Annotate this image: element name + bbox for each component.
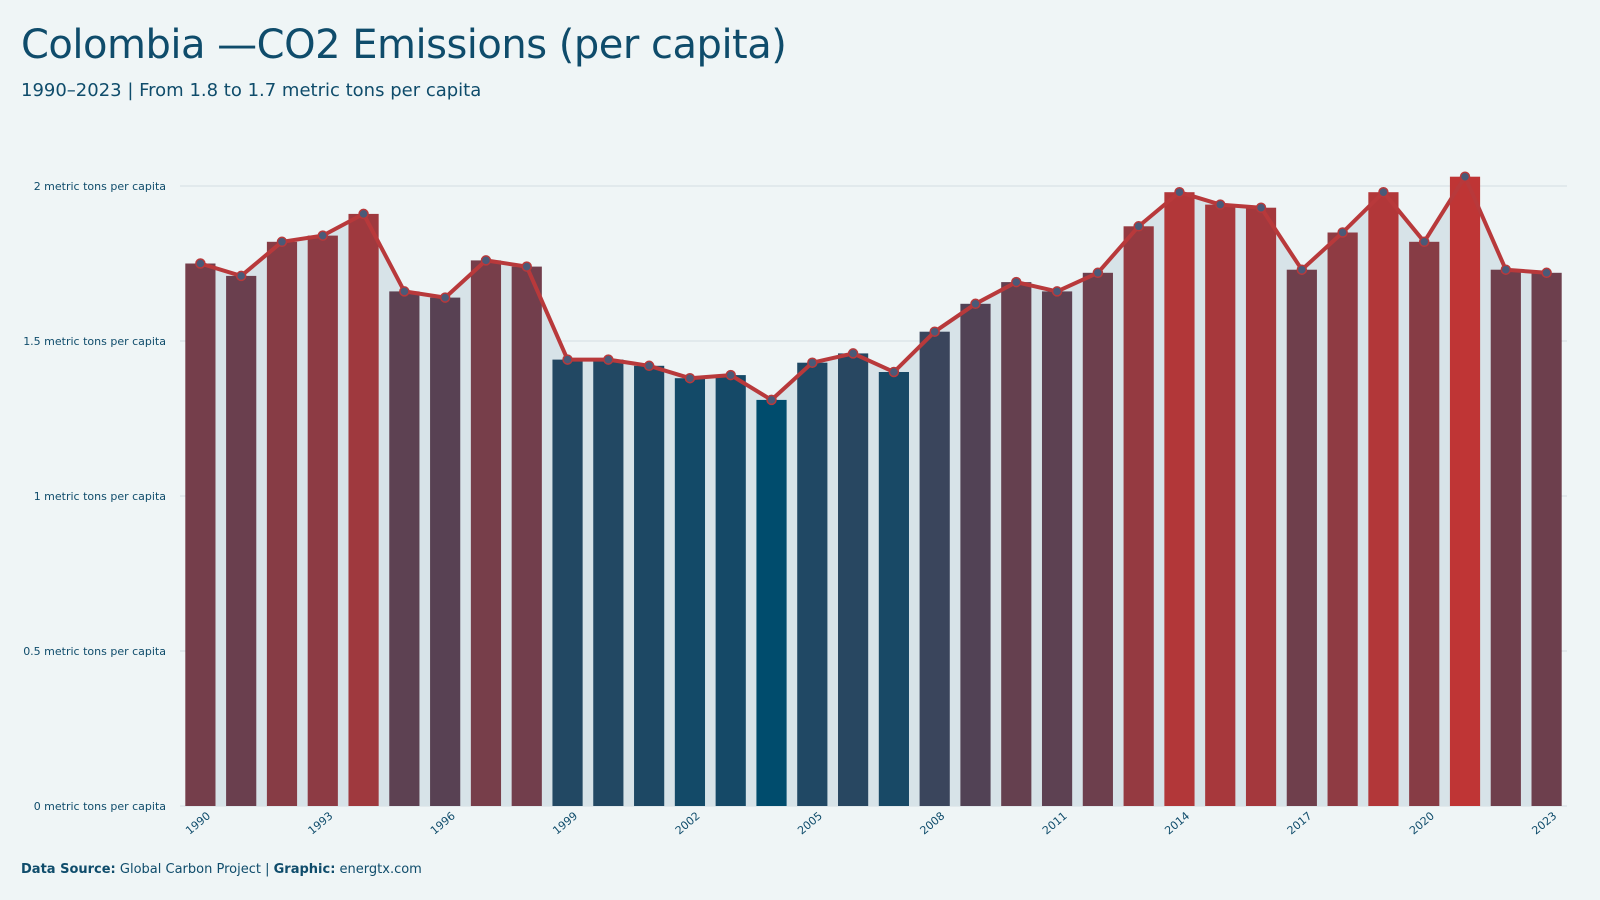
marker-2015 xyxy=(1215,199,1226,210)
marker-2017 xyxy=(1296,264,1308,275)
marker-2016 xyxy=(1255,202,1267,213)
bar-2003 xyxy=(715,375,746,806)
x-tick-label: 1990 xyxy=(183,809,213,837)
bars xyxy=(185,176,1562,807)
x-tick-label: 2008 xyxy=(918,809,948,837)
source-value: Global Carbon Project xyxy=(119,862,261,877)
bar-2001 xyxy=(634,365,665,806)
marker-1997 xyxy=(480,255,492,266)
graphic-value: energtx.com xyxy=(339,862,422,877)
x-tick-label: 2014 xyxy=(1162,809,1192,837)
marker-1993 xyxy=(317,230,329,241)
bar-2002 xyxy=(674,378,706,806)
marker-2019 xyxy=(1378,186,1389,198)
x-tick-label: 2005 xyxy=(795,809,825,837)
marker-2012 xyxy=(1092,267,1104,279)
bar-2013 xyxy=(1123,226,1154,807)
y-axis-labels: 0 metric tons per capita 0.5 metric tons … xyxy=(23,180,166,813)
x-tick-label: 2020 xyxy=(1407,809,1437,837)
bar-1995 xyxy=(389,291,420,806)
marker-2008 xyxy=(929,326,940,337)
bar-2014 xyxy=(1164,192,1195,806)
bar-2010 xyxy=(1001,282,1032,807)
marker-1995 xyxy=(399,286,410,297)
x-tick-label: 2017 xyxy=(1285,809,1315,837)
bar-2004 xyxy=(756,399,787,806)
marker-2014 xyxy=(1174,186,1185,198)
y-tick-label: 1 metric tons per capita xyxy=(34,490,166,503)
bar-2020 xyxy=(1409,241,1440,807)
marker-2010 xyxy=(1011,276,1022,288)
source-label: Data Source: xyxy=(21,862,116,877)
marker-1991 xyxy=(235,270,247,282)
marker-1998 xyxy=(521,261,532,272)
graphic-label: Graphic: xyxy=(273,862,336,877)
footer: Data Source: Global Carbon Project | Gra… xyxy=(21,862,422,877)
x-tick-label: 2023 xyxy=(1529,809,1559,837)
footer-separator: | xyxy=(265,862,270,877)
bar-2006 xyxy=(838,353,869,806)
marker-2004 xyxy=(766,394,777,406)
marker-2001 xyxy=(643,360,655,372)
bar-1990 xyxy=(185,263,216,806)
marker-2013 xyxy=(1133,221,1144,232)
x-tick-label: 1993 xyxy=(306,809,336,837)
bar-2015 xyxy=(1205,204,1236,807)
bar-2012 xyxy=(1082,272,1113,806)
bar-2019 xyxy=(1368,192,1399,806)
y-tick-label: 1.5 metric tons per capita xyxy=(23,335,166,348)
bar-2022 xyxy=(1490,269,1521,806)
x-axis-labels: 1990 1993 1996 1999 2002 2005 2008 2011 2014 2017… xyxy=(183,809,1559,837)
series-line xyxy=(199,174,1547,402)
markers xyxy=(195,171,1552,406)
bar-2000 xyxy=(593,359,624,806)
chart-subtitle: 1990–2023 | From 1.8 to 1.7 metric tons … xyxy=(21,80,482,101)
marker-1992 xyxy=(276,236,288,248)
bar-2017 xyxy=(1286,269,1317,806)
bar-2021 xyxy=(1449,176,1481,806)
x-tick-label: 1996 xyxy=(428,809,458,837)
bar-1992 xyxy=(266,241,298,807)
bar-1998 xyxy=(511,266,542,807)
chart-title: Colombia —CO2 Emissions (per capita) xyxy=(21,22,787,68)
marker-2009 xyxy=(970,298,981,310)
y-tick-label: 2 metric tons per capita xyxy=(34,180,166,193)
y-tick-label: 0.5 metric tons per capita xyxy=(23,645,166,658)
bar-2009 xyxy=(960,303,991,806)
bar-1996 xyxy=(430,297,461,806)
x-tick-label: 1999 xyxy=(550,809,580,837)
marker-1999 xyxy=(562,354,573,365)
y-tick-label: 0 metric tons per capita xyxy=(34,800,166,813)
bar-1999 xyxy=(552,359,583,806)
bar-1994 xyxy=(348,213,379,806)
marker-1994 xyxy=(358,208,369,220)
marker-2020 xyxy=(1418,236,1430,248)
marker-2022 xyxy=(1500,264,1512,275)
bar-2011 xyxy=(1041,291,1073,806)
bar-2018 xyxy=(1327,232,1358,806)
x-tick-label: 2011 xyxy=(1040,809,1070,837)
bar-2008 xyxy=(919,331,950,806)
bar-2005 xyxy=(797,362,828,806)
bar-2016 xyxy=(1245,207,1277,806)
bar-1991 xyxy=(226,275,257,806)
marker-2002 xyxy=(684,372,696,384)
bar-2023 xyxy=(1531,272,1562,806)
x-tick-label: 2002 xyxy=(673,809,703,837)
bar-1997 xyxy=(470,260,502,806)
marker-1996 xyxy=(439,292,451,303)
marker-1990 xyxy=(195,258,206,269)
marker-2018 xyxy=(1337,227,1348,238)
marker-2003 xyxy=(725,369,736,381)
marker-2000 xyxy=(603,354,614,365)
marker-2011 xyxy=(1051,286,1063,297)
marker-2006 xyxy=(847,348,859,359)
marker-2023 xyxy=(1541,267,1552,279)
marker-2007 xyxy=(888,366,900,378)
marker-2021 xyxy=(1459,171,1471,182)
bar-1993 xyxy=(307,235,338,807)
marker-2005 xyxy=(807,357,818,368)
bar-2007 xyxy=(878,372,909,806)
